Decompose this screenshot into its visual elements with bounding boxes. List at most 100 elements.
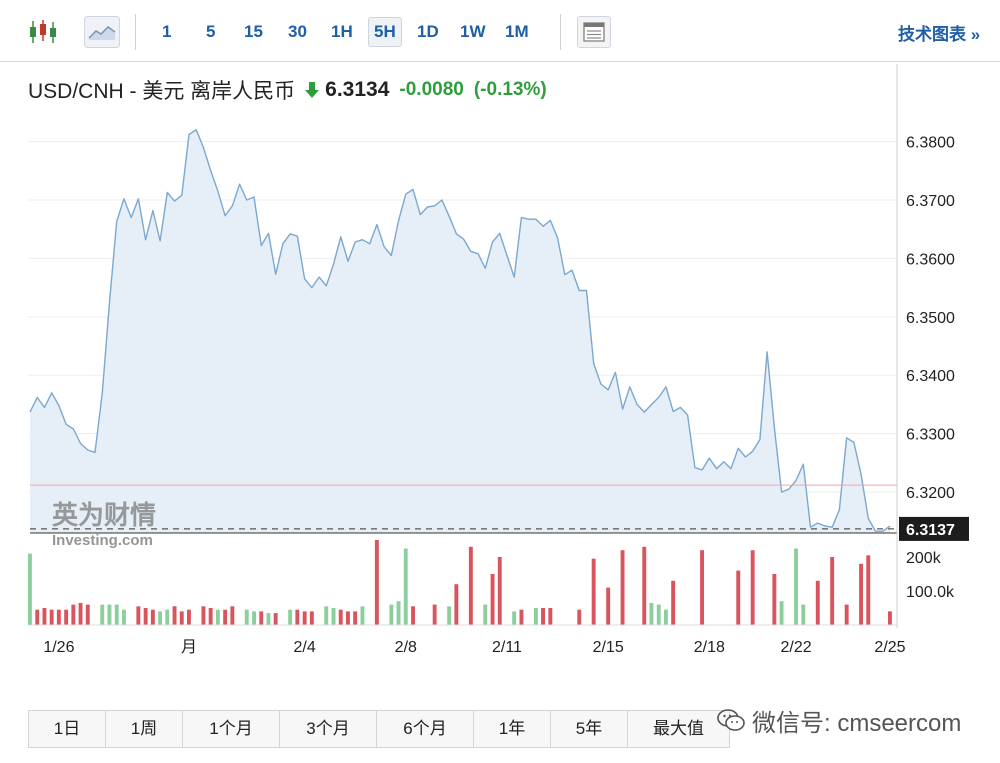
volume-bar (71, 604, 76, 625)
volume-bar (779, 601, 784, 625)
price-tick-label: 6.3600 (906, 251, 955, 268)
volume-bar (801, 604, 806, 625)
volume-bar (158, 611, 162, 625)
price-line (29, 129, 891, 532)
volume-axis: 200k 100.0k (906, 550, 955, 601)
volume-bar (179, 611, 184, 625)
volume-bar (606, 587, 611, 625)
volume-bar (172, 606, 177, 625)
volume-bar (187, 609, 191, 625)
volume-bar (403, 548, 408, 625)
logo-english: Investing.com (52, 532, 153, 549)
volume-bar (353, 611, 358, 625)
volume-bar (215, 609, 220, 625)
volume-bar (136, 606, 141, 625)
volume-bar (432, 604, 437, 625)
volume-bar (244, 609, 249, 625)
volume-bar (541, 608, 545, 625)
volume-bar (346, 611, 350, 625)
range-max[interactable]: 最大值 (628, 711, 729, 747)
volume-bar (859, 563, 863, 625)
volume-bar (165, 609, 170, 625)
investing-logo: 英为财情 Investing.com (52, 501, 156, 549)
price-tick-label: 6.3300 (906, 427, 955, 444)
interval-1d[interactable]: 1D (417, 22, 439, 41)
data-table-icon[interactable] (577, 16, 611, 48)
volume-bar (266, 613, 271, 625)
time-tick-label: 2/25 (874, 639, 905, 656)
volume-bar (273, 613, 278, 625)
volume-bar (252, 611, 256, 625)
volume-bar (230, 606, 235, 625)
range-3m[interactable]: 3个月 (280, 711, 377, 747)
interval-1[interactable]: 1 (162, 22, 172, 41)
volume-bar (577, 609, 582, 625)
volume-bar (42, 608, 47, 625)
volume-bar (888, 611, 892, 625)
range-1w[interactable]: 1周 (106, 711, 183, 747)
candlestick-chart-icon[interactable] (24, 16, 62, 48)
volume-bar (671, 580, 676, 625)
interval-1h[interactable]: 1H (331, 22, 353, 41)
area-chart-icon[interactable] (84, 16, 120, 48)
last-price-tag-label: 6.3137 (906, 522, 955, 539)
interval-5h[interactable]: 5H (368, 17, 402, 47)
volume-bar (360, 606, 365, 625)
volume-bar (794, 548, 798, 625)
volume-bar (497, 557, 502, 625)
volume-bar (548, 608, 553, 625)
volume-bar (815, 580, 820, 625)
interval-1m[interactable]: 1M (505, 22, 529, 41)
time-axis: 1/26 月 2/4 2/8 2/11 2/15 2/18 2/22 2/25 (43, 639, 905, 656)
volume-bar (150, 609, 155, 625)
range-1y[interactable]: 1年 (474, 711, 551, 747)
volume-bar (533, 608, 538, 625)
technical-chart-link[interactable]: 技术图表 » (898, 25, 981, 44)
down-arrow-icon (305, 82, 320, 98)
volume-bar (490, 574, 495, 625)
range-5y[interactable]: 5年 (551, 711, 628, 747)
interval-1w[interactable]: 1W (460, 22, 486, 41)
volume-tick-label: 100.0k (906, 584, 955, 601)
interval-5[interactable]: 5 (206, 22, 216, 41)
volume-bar (591, 558, 596, 625)
volume-bar (49, 609, 54, 625)
interval-15[interactable]: 15 (244, 22, 263, 41)
price-tick-label: 6.3500 (906, 310, 955, 327)
volume-bar (100, 604, 105, 625)
range-1d[interactable]: 1日 (29, 711, 106, 747)
price-chart[interactable]: 6.3800 6.3700 6.3600 6.3500 6.3400 6.3300 6.32… (0, 0, 1000, 700)
volume-bar (454, 584, 459, 625)
volume-bar (85, 604, 90, 625)
volume-bar (772, 574, 777, 625)
volume-bar (223, 609, 228, 625)
last-price: 6.3134 (325, 78, 390, 101)
volume-bar (107, 604, 112, 625)
volume-bar (620, 550, 625, 625)
volume-bar (331, 608, 336, 625)
toolbar-separator (560, 14, 561, 50)
volume-bar (324, 606, 329, 625)
volume-bar (338, 609, 343, 625)
volume-bar (295, 609, 300, 625)
volume-bar (519, 609, 524, 625)
range-1m[interactable]: 1个月 (183, 711, 280, 747)
volume-bar (201, 606, 206, 625)
volume-bar (35, 609, 40, 625)
time-tick-label: 月 (181, 639, 197, 656)
range-6m[interactable]: 6个月 (377, 711, 474, 747)
wechat-id: 微信号: cmseercom (752, 709, 962, 737)
volume-bar (309, 611, 314, 625)
wechat-icon (717, 709, 745, 731)
price-tick-label: 6.3800 (906, 135, 955, 152)
logo-chinese: 英为财情 (52, 501, 156, 531)
volume-bar (396, 601, 401, 625)
volume-bar (411, 606, 415, 625)
volume-bar (78, 602, 83, 625)
price-change-percent: (-0.13%) (473, 79, 547, 100)
last-price-tag: 6.3137 (899, 516, 969, 541)
quote-header: USD/CNH - 美元 离岸人民币 6.3134 -0.0080 (-0.13… (28, 76, 547, 104)
volume-bar (64, 609, 69, 625)
interval-30[interactable]: 30 (288, 22, 307, 41)
volume-bar (389, 604, 394, 625)
